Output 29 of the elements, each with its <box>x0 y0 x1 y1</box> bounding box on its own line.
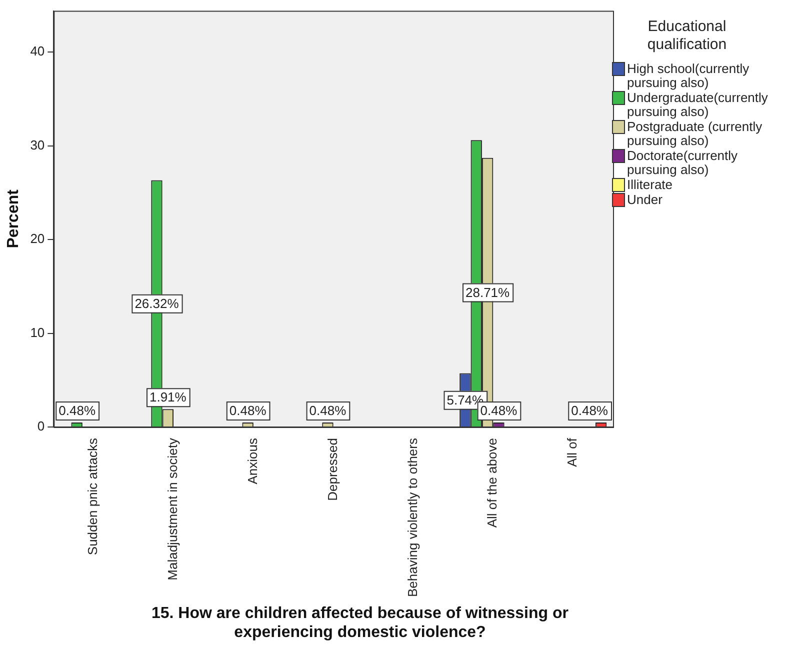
y-tick-label: 0 <box>37 418 45 434</box>
data-label: 1.91% <box>149 390 187 405</box>
x-tick-label: All of <box>564 438 580 467</box>
legend-label: Doctorate(currently pursuing also) <box>627 148 739 177</box>
legend-title: Educational qualification <box>646 18 728 54</box>
x-tick-label: All of the above <box>484 438 500 528</box>
legend-label: Undergraduate(currently pursuing also) <box>627 90 769 119</box>
legend-label: High school(currently pursuing also) <box>627 61 750 90</box>
y-tick-label: 20 <box>30 231 45 246</box>
x-tick-label: Depressed <box>324 438 340 501</box>
data-label: 0.48% <box>480 403 518 418</box>
legend-label: Postgraduate (currently pursuing also) <box>627 119 764 148</box>
data-label: 0.48% <box>58 403 96 418</box>
x-tick-label: Anxious <box>245 438 260 484</box>
y-axis-title: Percent <box>5 188 22 248</box>
data-label: 0.48% <box>229 403 267 418</box>
data-label: 0.48% <box>309 403 347 418</box>
y-tick-label: 40 <box>30 44 45 59</box>
y-tick-label: 10 <box>30 324 45 340</box>
y-tick-label: 30 <box>30 137 45 152</box>
x-tick-label: Maladjustment in society <box>165 438 180 580</box>
data-label: 0.48% <box>571 403 608 418</box>
data-label: 26.32% <box>134 296 180 311</box>
x-tick-label: Sudden pnic attacks <box>85 438 100 556</box>
data-label: 28.71% <box>466 284 510 300</box>
x-tick-label: Behaving violently to others <box>404 438 420 597</box>
x-axis-title: 15. How are children affected because of witnessing or experiencing domestic violence? <box>150 604 570 642</box>
legend-label: Illiterate <box>627 177 673 192</box>
legend-label: Under <box>627 192 662 207</box>
